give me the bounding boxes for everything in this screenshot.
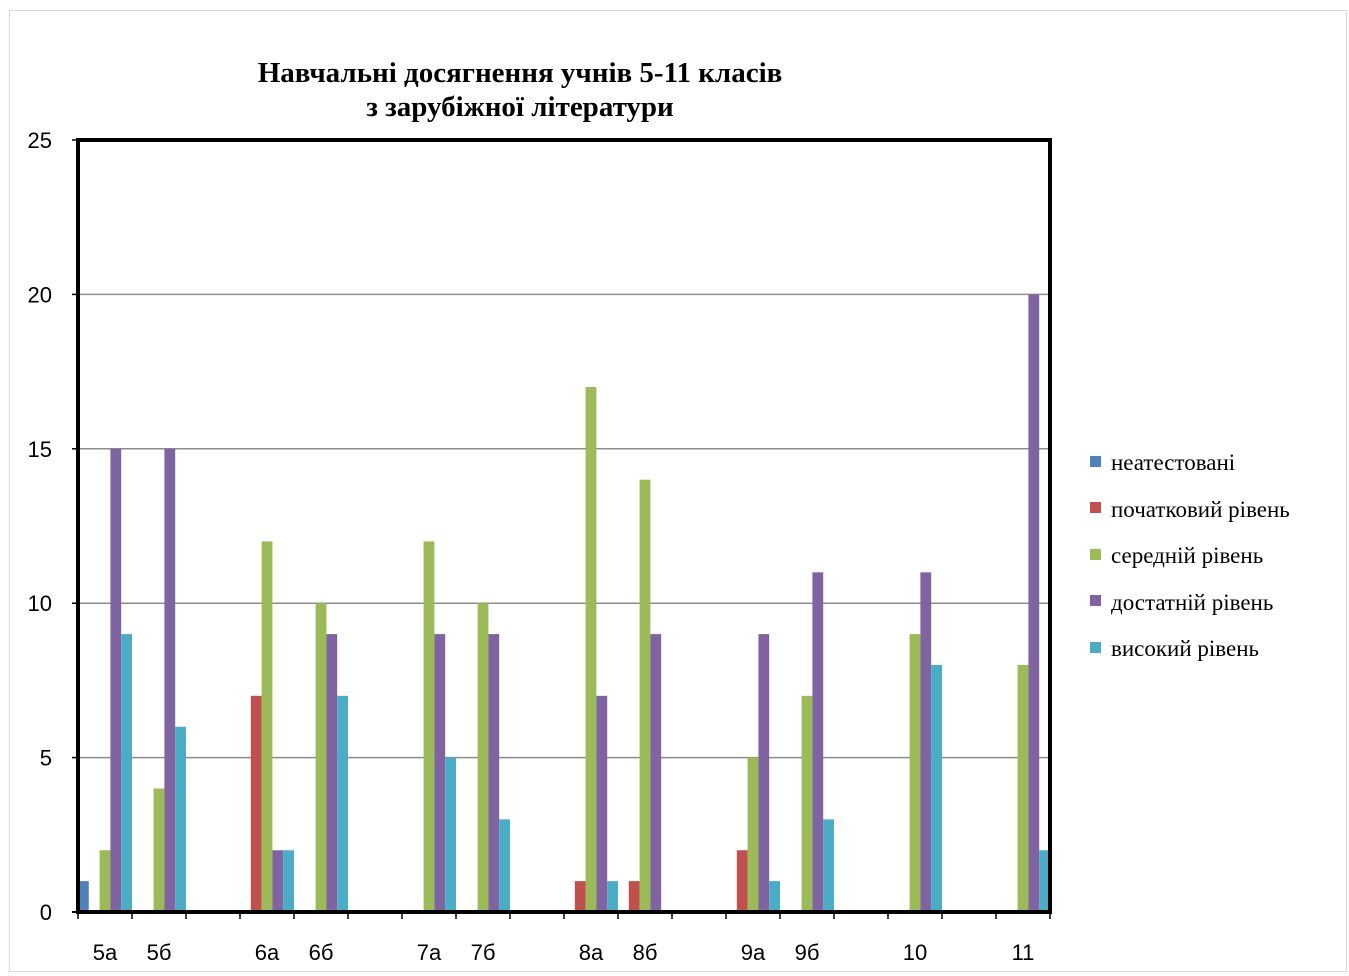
- x-tick-label-7: 7а: [417, 940, 442, 965]
- bar-2-5: [175, 726, 186, 912]
- bar-13-4: [758, 634, 770, 912]
- bar-8-4: [488, 634, 500, 912]
- x-tick-label-16: 10: [903, 940, 927, 965]
- bar-4-4: [272, 850, 284, 912]
- legend-swatch-2: [1090, 502, 1101, 514]
- y-tick-label-25: 25: [28, 128, 52, 153]
- bar-8-3: [477, 603, 489, 912]
- chart-title-line-2: з зарубіжної літератури: [366, 91, 674, 123]
- legend-label-1: неатестовані: [1111, 450, 1236, 476]
- legend-item-5: високий рівень: [1090, 626, 1290, 673]
- chart-title: Навчальні досягнення учнів 5-11 класів з…: [150, 56, 890, 124]
- x-tick-label-14: 9б: [795, 940, 820, 965]
- legend-swatch-5: [1090, 641, 1101, 653]
- legend-item-1: неатестовані: [1090, 440, 1290, 487]
- bar-10-4: [596, 695, 608, 912]
- legend-swatch-3: [1090, 548, 1101, 560]
- bar-2-3: [153, 788, 165, 912]
- y-tick-label-10: 10: [28, 591, 52, 616]
- legend-swatch-4: [1090, 595, 1101, 607]
- bar-5-3: [315, 603, 327, 912]
- x-tick-label-5: 6б: [309, 940, 334, 965]
- chart-title-line-1: Навчальні досягнення учнів 5-11 класів: [257, 57, 783, 89]
- bar-10-5: [607, 881, 618, 912]
- x-tick-label-2: 5б: [147, 940, 172, 965]
- legend-swatch-1: [1090, 455, 1101, 467]
- legend-label-2: початковий рівень: [1111, 496, 1290, 522]
- x-tick-label-11: 8б: [633, 940, 658, 965]
- legend-label-4: достатній рівень: [1111, 589, 1274, 615]
- x-tick-label-8: 7б: [471, 940, 496, 965]
- legend-label-3: середній рівень: [1111, 543, 1264, 569]
- bar-18-3: [1017, 664, 1029, 912]
- bar-13-5: [769, 881, 780, 912]
- bar-14-5: [823, 819, 834, 912]
- bar-1-5: [121, 634, 132, 912]
- bar-16-3: [909, 634, 921, 912]
- bar-7-3: [423, 541, 435, 912]
- bar-4-3: [261, 541, 273, 912]
- bar-11-3: [639, 479, 651, 912]
- bar-11-4: [650, 634, 662, 912]
- bar-14-4: [812, 572, 824, 912]
- bar-11-2: [628, 881, 640, 912]
- bar-16-5: [931, 664, 942, 912]
- bar-4-5: [283, 850, 294, 912]
- x-tick-label-13: 9а: [741, 940, 766, 965]
- bar-13-2: [736, 850, 748, 912]
- bar-7-5: [445, 757, 456, 912]
- x-tick-label-1: 5а: [93, 940, 118, 965]
- bar-1-3: [99, 850, 111, 912]
- legend-label-5: високий рівень: [1111, 636, 1260, 662]
- chart-legend: неатестовані початковий рівень середній рі…: [1090, 440, 1290, 673]
- bar-5-4: [326, 634, 338, 912]
- bar-4-2: [250, 695, 262, 912]
- bar-5-5: [337, 695, 348, 912]
- bar-16-4: [920, 572, 932, 912]
- plot-area-border: [76, 138, 1052, 914]
- bar-2-4: [164, 448, 176, 912]
- bar-8-5: [499, 819, 510, 912]
- x-tick-label-10: 8а: [579, 940, 604, 965]
- bar-10-2: [574, 881, 586, 912]
- bar-18-5: [1039, 850, 1050, 912]
- bar-10-3: [585, 387, 597, 912]
- y-tick-label-0: 0: [40, 900, 52, 925]
- x-tick-label-4: 6а: [255, 940, 280, 965]
- y-tick-label-20: 20: [28, 282, 52, 307]
- bar-1-1: [78, 881, 89, 912]
- legend-item-4: достатній рівень: [1090, 580, 1290, 627]
- y-tick-label-15: 15: [28, 437, 52, 462]
- bar-14-3: [801, 695, 813, 912]
- chart-frame: [9, 10, 1347, 972]
- y-tick-label-5: 5: [40, 746, 52, 771]
- legend-item-2: початковий рівень: [1090, 487, 1290, 534]
- x-tick-label-18: 11: [1012, 940, 1035, 965]
- bar-1-4: [110, 448, 122, 912]
- bar-7-4: [434, 634, 446, 912]
- bar-13-3: [747, 757, 759, 912]
- legend-item-3: середній рівень: [1090, 533, 1290, 580]
- bar-18-4: [1028, 294, 1040, 912]
